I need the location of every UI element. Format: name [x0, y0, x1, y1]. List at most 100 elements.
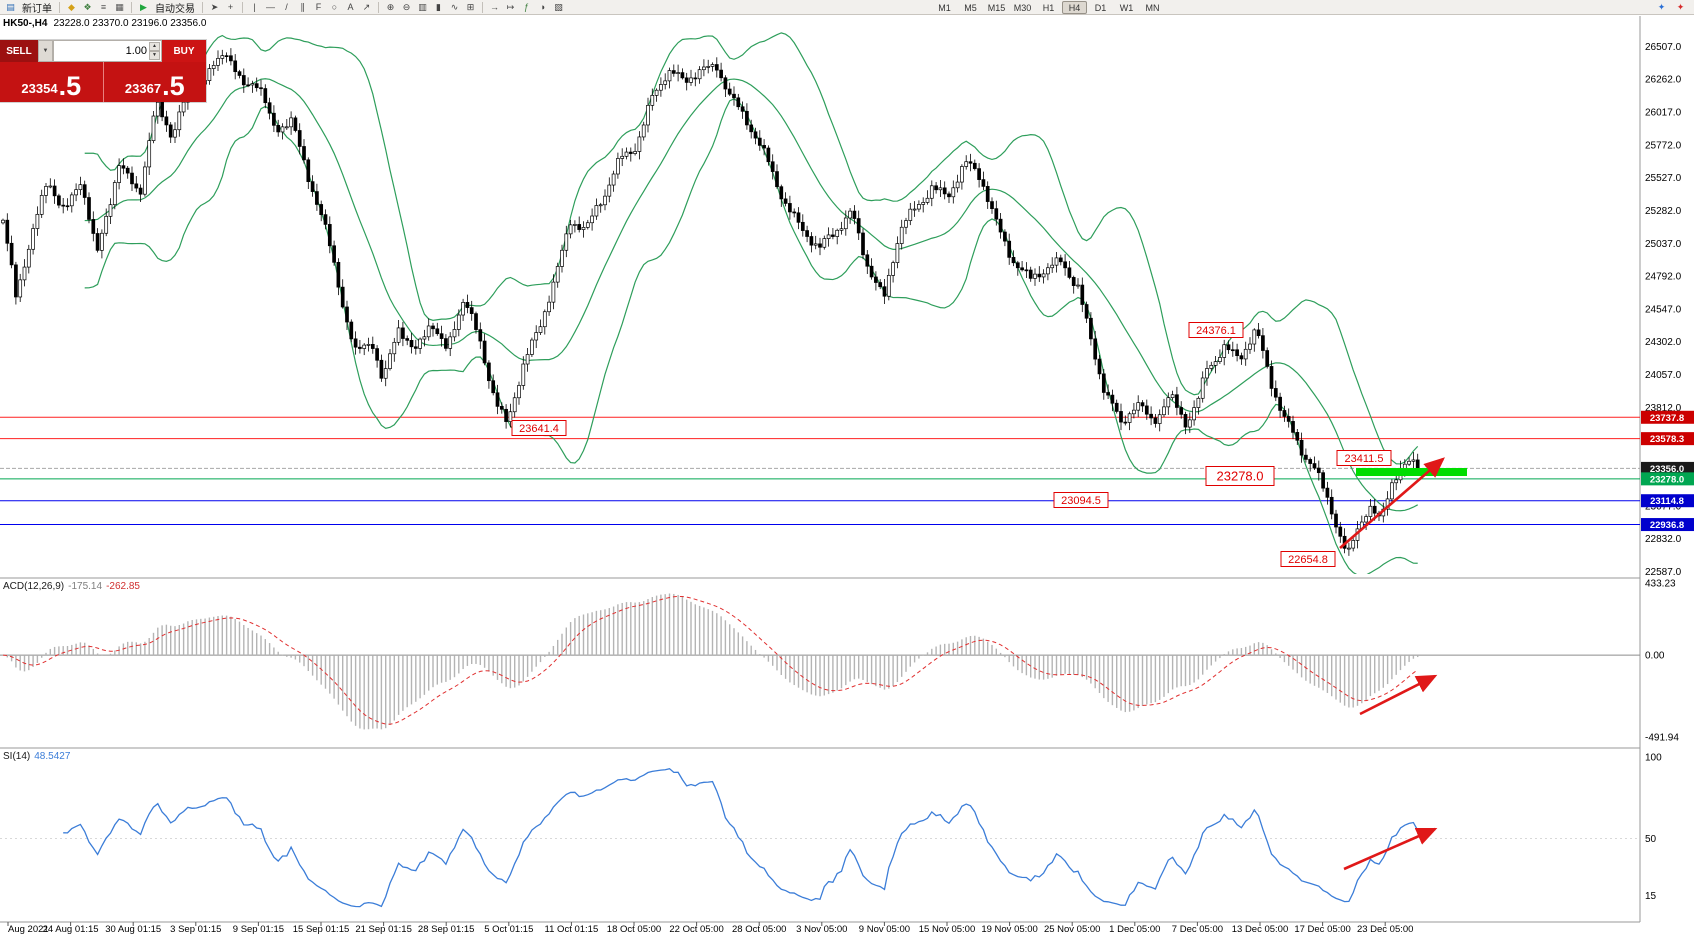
horizontal-line-icon[interactable]: —: [266, 2, 275, 12]
svg-text:50: 50: [1645, 834, 1657, 845]
auto-scroll-icon[interactable]: →: [490, 2, 499, 12]
svg-text:22587.0: 22587.0: [1645, 567, 1682, 578]
periods-icon[interactable]: ◑: [539, 2, 546, 12]
callout-box[interactable]: [1188, 322, 1244, 338]
zoom-in-icon[interactable]: ⊕: [386, 1, 395, 12]
macd-signal-value: -262.85: [106, 581, 140, 592]
cursor-icon[interactable]: ➤: [210, 1, 219, 12]
trend-arrow[interactable]: [1339, 457, 1445, 549]
buy-price-display[interactable]: 23367 .5: [102, 62, 206, 102]
shapes-icon[interactable]: ○: [331, 2, 338, 12]
rsi-value: 48.5427: [34, 751, 71, 762]
timeframe-m1-button[interactable]: M1: [938, 2, 951, 13]
toolbar-separator: [59, 1, 60, 13]
vertical-line-icon[interactable]: |: [253, 2, 256, 12]
chart-shift-icon[interactable]: ↦: [506, 1, 515, 12]
price-callouts[interactable]: 24376.1 23641.4 23411.5 23278.0 23094.5 22654…: [511, 322, 1392, 567]
channel-icon[interactable]: ∥: [300, 1, 305, 12]
svg-text:19 Nov 05:00: 19 Nov 05:00: [981, 924, 1038, 934]
callout-text: 24376.1: [1196, 325, 1236, 337]
svg-text:28 Sep 01:15: 28 Sep 01:15: [418, 924, 475, 934]
auto-trading-icon[interactable]: ▶: [140, 1, 147, 12]
svg-text:25282.0: 25282.0: [1645, 206, 1682, 217]
timeframe-m30-button[interactable]: M30: [1013, 2, 1032, 13]
timeframe-d1-button[interactable]: D1: [1094, 2, 1107, 13]
toolbar-separator: [131, 1, 132, 13]
volume-increase-button[interactable]: ▲: [149, 42, 160, 51]
svg-text:18 Oct 05:00: 18 Oct 05:00: [607, 924, 661, 934]
trend-arrow[interactable]: [1343, 827, 1438, 871]
community-icon[interactable]: ✦: [1657, 2, 1666, 12]
rsi-line: [63, 767, 1419, 908]
toolbar-left-group: ▤ 新订单 ◆ ❖ ≡ ▦ ▶ 自动交易 ➤ + | — / ∥ F ○ A ↗ ⊕ ⊖ ▥ ▮ ∿ ⊞ → ↦ ƒ ◑ ▧: [3, 0, 566, 15]
buy-button[interactable]: BUY: [162, 40, 206, 62]
arrow-object-icon[interactable]: ↗: [362, 1, 371, 12]
new-order-icon[interactable]: ▤: [6, 1, 15, 12]
callout-text: 23278.0: [1217, 469, 1264, 484]
macd-signal-line: [2, 595, 1418, 725]
svg-text:26507.0: 26507.0: [1645, 42, 1682, 53]
tile-windows-icon[interactable]: ⊞: [466, 1, 475, 12]
volume-input[interactable]: [54, 41, 161, 61]
fibonacci-icon[interactable]: F: [315, 2, 322, 12]
candlestick-chart-icon[interactable]: ▮: [436, 1, 441, 12]
timeframe-mn-button[interactable]: MN: [1145, 2, 1160, 13]
timeframe-w1-button[interactable]: W1: [1119, 2, 1134, 13]
sell-button[interactable]: SELL: [0, 40, 38, 62]
data-window-icon[interactable]: ❖: [83, 1, 92, 12]
rsi-panel-label: SI(14) 48.5427: [3, 751, 70, 762]
callout-box[interactable]: [511, 420, 567, 436]
callout-text: 23411.5: [1345, 453, 1384, 465]
svg-text:24547.0: 24547.0: [1645, 304, 1682, 315]
indicators-icon[interactable]: ƒ: [523, 2, 529, 12]
bar-chart-icon[interactable]: ▥: [418, 1, 427, 12]
news-icon[interactable]: ✦: [1676, 2, 1685, 12]
svg-text:17 Dec 05:00: 17 Dec 05:00: [1294, 924, 1351, 934]
callout-text: 22654.8: [1288, 554, 1328, 566]
trend-arrow[interactable]: [1359, 674, 1438, 716]
svg-text:23 Dec 05:00: 23 Dec 05:00: [1357, 924, 1414, 934]
callout-box[interactable]: [1205, 466, 1275, 486]
volume-dropdown-button[interactable]: ▼: [38, 40, 53, 62]
sell-price-display[interactable]: 23354 .5: [0, 62, 103, 102]
market-watch-icon[interactable]: ◆: [68, 1, 75, 12]
crosshair-icon[interactable]: +: [227, 2, 234, 12]
macd-indicator: [2, 593, 1419, 730]
toolbar-separator: [242, 1, 243, 13]
callout-box[interactable]: [1336, 450, 1392, 466]
svg-text:24057.0: 24057.0: [1645, 370, 1682, 381]
symbol-ohlc-header: HK50-,H4 23228.0 23370.0 23196.0 23356.0: [3, 18, 206, 29]
navigator-icon[interactable]: ≡: [100, 2, 107, 12]
auto-trading-button[interactable]: 自动交易: [155, 3, 195, 15]
svg-text:25772.0: 25772.0: [1645, 140, 1682, 151]
zoom-out-icon[interactable]: ⊖: [402, 1, 411, 12]
new-order-button[interactable]: 新订单: [22, 3, 52, 15]
svg-text:23737.8: 23737.8: [1650, 413, 1684, 424]
highlight-zone[interactable]: [1356, 468, 1467, 476]
timeframe-h1-button[interactable]: H1: [1042, 2, 1055, 13]
line-chart-icon[interactable]: ∿: [450, 1, 459, 12]
text-label-icon[interactable]: A: [347, 2, 354, 12]
svg-text:26262.0: 26262.0: [1645, 75, 1682, 86]
callout-box[interactable]: [1053, 492, 1109, 508]
volume-decrease-button[interactable]: ▼: [149, 51, 160, 60]
svg-text:23278.0: 23278.0: [1650, 474, 1684, 485]
timeframe-m5-button[interactable]: M5: [964, 2, 977, 13]
timeframe-h4-button[interactable]: H4: [1062, 1, 1087, 14]
callout-box[interactable]: [1280, 551, 1336, 567]
svg-text:3 Sep 01:15: 3 Sep 01:15: [170, 924, 221, 934]
macd-name: ACD(12,26,9): [3, 581, 65, 592]
terminal-icon[interactable]: ▦: [115, 1, 124, 12]
svg-text:13 Dec 05:00: 13 Dec 05:00: [1232, 924, 1289, 934]
timeframe-toolbar: M1 M5 M15 M30 H1 H4 D1 W1 MN: [932, 1, 1165, 14]
toolbar-separator: [378, 1, 379, 13]
templates-icon[interactable]: ▧: [554, 1, 563, 12]
svg-text:7 Dec 05:00: 7 Dec 05:00: [1172, 924, 1223, 934]
sell-price-pips: .5: [58, 71, 82, 102]
buy-price-pips: .5: [162, 71, 185, 102]
timeframe-m15-button[interactable]: M15: [987, 2, 1006, 13]
svg-text:23356.0: 23356.0: [1650, 464, 1684, 475]
trendline-icon[interactable]: /: [285, 2, 288, 12]
